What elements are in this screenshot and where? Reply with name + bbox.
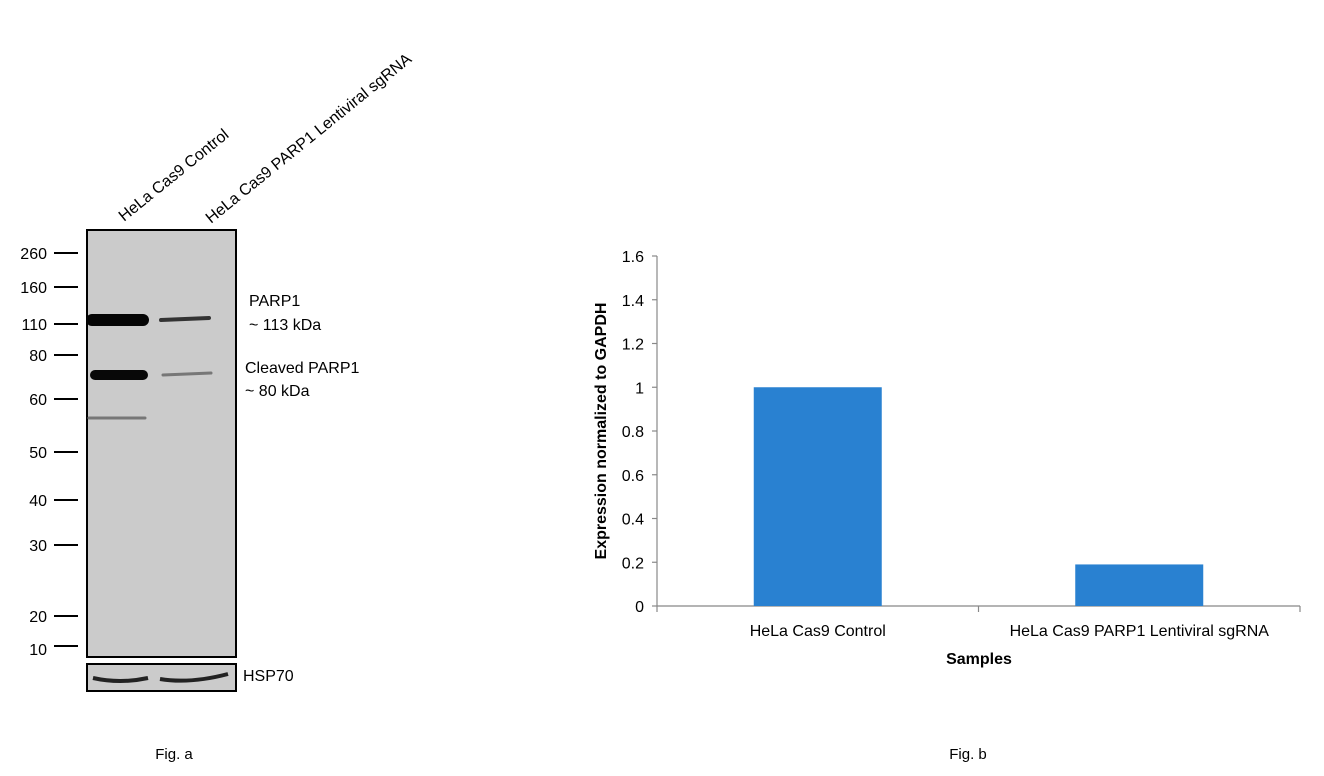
band-size-parp1: ~ 113 kDa — [249, 317, 321, 334]
marker-label: 160 — [20, 280, 47, 297]
band-cleaved-parp1-lane-2 — [161, 371, 213, 377]
band-parp1-lane-2 — [159, 316, 211, 322]
caption-fig-b: Fig. b — [949, 746, 987, 763]
western-blot-panel: HeLa Cas9 Control HeLa Cas9 PARP1 Lentiv… — [20, 50, 415, 763]
blot-membrane — [86, 229, 237, 658]
loading-control-label: HSP70 — [243, 668, 294, 685]
marker-label: 260 — [20, 246, 47, 263]
band-label-parp1: PARP1 — [249, 293, 300, 310]
bar — [753, 387, 882, 606]
y-tick-label: 0 — [635, 599, 644, 616]
y-tick-label: 1.6 — [622, 249, 644, 266]
y-tick-label: 0.6 — [622, 468, 644, 485]
band-size-cleaved-parp1: ~ 80 kDa — [245, 383, 310, 400]
y-tick-label: 1 — [635, 380, 644, 397]
y-tick-label: 0.2 — [622, 555, 644, 572]
hsp70-band-lane-2 — [159, 672, 229, 683]
bar-chart: 0 0.2 0.4 0.6 0.8 1 1.2 1.4 1.6 HeLa Cas9 Control… — [622, 249, 1301, 640]
y-tick-label: 0.8 — [622, 424, 644, 441]
marker-label: 40 — [29, 493, 47, 510]
blot-bands — [86, 314, 213, 420]
marker-label: 30 — [29, 538, 47, 555]
band-label-cleaved-parp1: Cleaved PARP1 — [245, 360, 360, 377]
marker-label: 50 — [29, 445, 47, 462]
marker-ladder: 260 160 110 80 60 50 40 30 20 10 — [20, 246, 78, 659]
bar — [1075, 564, 1204, 606]
hsp70-band-lane-1 — [92, 676, 149, 683]
bar-chart-panel: 0 0.2 0.4 0.6 0.8 1 1.2 1.4 1.6 HeLa Cas9 Control… — [593, 249, 1301, 763]
marker-label: 80 — [29, 348, 47, 365]
y-tick-label: 1.2 — [622, 337, 644, 354]
y-tick-label: 1.4 — [622, 293, 644, 310]
marker-label: 10 — [29, 642, 47, 659]
marker-label: 20 — [29, 609, 47, 626]
x-tick-label: HeLa Cas9 PARP1 Lentiviral sgRNA — [1010, 623, 1270, 640]
marker-label: 110 — [21, 317, 47, 334]
lane-label-2: HeLa Cas9 PARP1 Lentiviral sgRNA — [203, 50, 416, 227]
x-axis-label: Samples — [946, 651, 1012, 668]
y-tick-label: 0.4 — [622, 512, 644, 529]
marker-label: 60 — [29, 392, 47, 409]
x-tick-label: HeLa Cas9 Control — [750, 623, 886, 640]
y-axis-label: Expression normalized to GAPDH — [593, 303, 610, 560]
caption-fig-a: Fig. a — [155, 746, 193, 763]
